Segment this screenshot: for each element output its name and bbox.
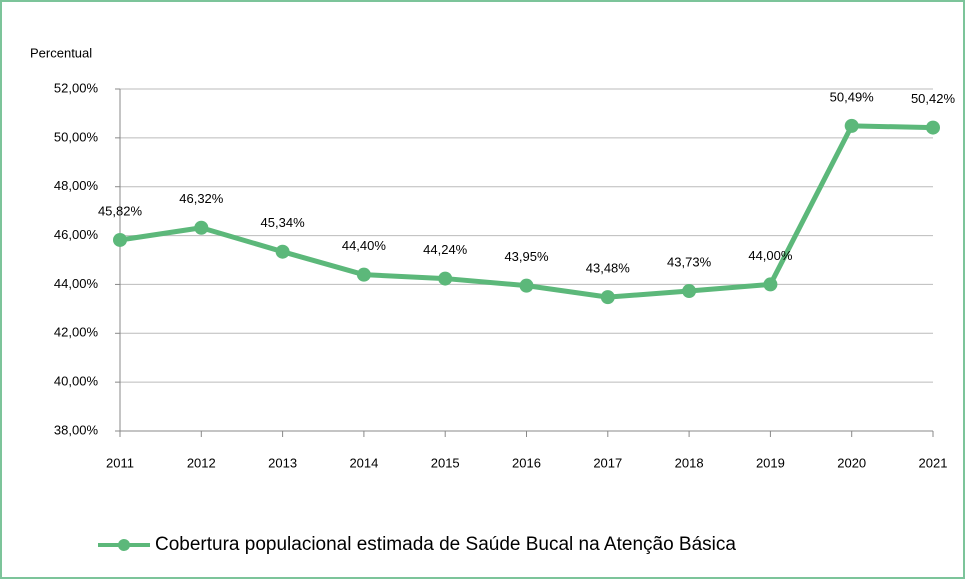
x-tick-label: 2019 [756, 455, 785, 470]
data-label: 43,48% [586, 261, 631, 276]
data-point [926, 120, 940, 135]
data-point [519, 278, 534, 293]
data-label: 46,32% [179, 191, 224, 206]
y-tick-label: 38,00% [54, 422, 99, 437]
x-tick-label: 2012 [187, 455, 216, 470]
data-label: 50,42% [911, 91, 956, 106]
y-tick-label: 46,00% [54, 227, 99, 242]
x-tick-label: 2018 [675, 455, 704, 470]
data-point [682, 284, 697, 299]
x-tick-label: 2011 [106, 455, 134, 470]
x-tick-label: 2014 [349, 455, 378, 470]
x-tick-label: 2015 [431, 455, 460, 470]
data-label: 44,24% [423, 242, 468, 257]
x-tick-label: 2021 [919, 455, 948, 470]
data-point [356, 267, 371, 282]
y-tick-label: 48,00% [54, 178, 99, 193]
data-point [113, 232, 127, 247]
data-label: 45,82% [98, 203, 143, 218]
x-tick-label: 2017 [593, 455, 622, 470]
data-point [275, 244, 290, 259]
data-label: 50,49% [830, 89, 875, 104]
legend-label: Cobertura populacional estimada de Saúde… [155, 534, 736, 555]
y-axis-label: Percentual [30, 45, 92, 60]
data-label: 44,00% [748, 248, 793, 263]
data-point [438, 271, 453, 286]
x-tick-label: 2020 [837, 455, 866, 470]
data-label: 45,34% [261, 215, 306, 230]
legend-marker [118, 539, 130, 551]
data-point [763, 277, 778, 292]
y-tick-label: 40,00% [54, 374, 99, 389]
data-point [600, 290, 615, 305]
data-label: 43,95% [504, 249, 549, 264]
x-tick-label: 2013 [268, 455, 297, 470]
data-label: 43,73% [667, 254, 712, 269]
y-tick-label: 42,00% [54, 325, 99, 340]
y-tick-label: 52,00% [54, 80, 99, 95]
y-tick-label: 44,00% [54, 276, 99, 291]
data-point [844, 118, 859, 133]
x-tick-label: 2016 [512, 455, 541, 470]
data-point [194, 220, 209, 235]
y-tick-label: 50,00% [54, 129, 99, 144]
data-label: 44,40% [342, 238, 387, 253]
